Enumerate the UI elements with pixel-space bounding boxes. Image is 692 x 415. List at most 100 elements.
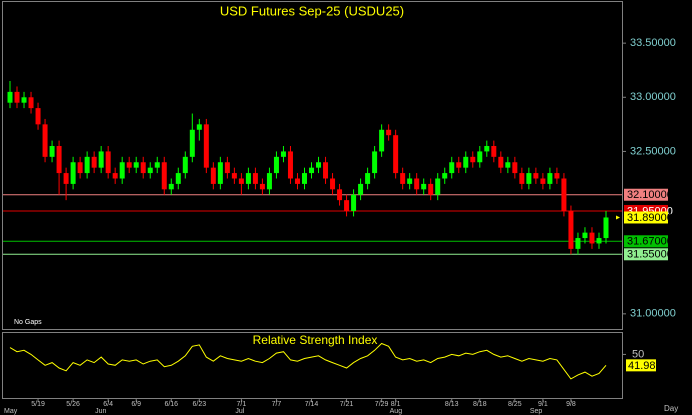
candle-body bbox=[519, 173, 525, 184]
level-label: 32.10000 bbox=[627, 189, 673, 201]
level-label-box bbox=[624, 235, 668, 248]
level-label: 31.89000 bbox=[627, 212, 673, 224]
candle-body bbox=[358, 183, 364, 195]
candle-body bbox=[498, 156, 504, 168]
x-tick-label: 7/1 bbox=[237, 401, 247, 408]
candle-body bbox=[28, 97, 34, 109]
candle-body bbox=[140, 162, 146, 174]
candle-body bbox=[266, 173, 272, 190]
candle-body bbox=[372, 151, 378, 174]
candle-body bbox=[301, 173, 307, 184]
candle-body bbox=[351, 194, 357, 211]
candle-body bbox=[175, 173, 181, 184]
candle-body bbox=[505, 162, 511, 168]
candle-body bbox=[231, 173, 237, 179]
candle-body bbox=[98, 151, 104, 168]
x-tick-label: 6/4 bbox=[103, 401, 113, 408]
candle-body bbox=[526, 173, 532, 184]
candle-body bbox=[435, 178, 441, 195]
candle-body bbox=[316, 162, 322, 168]
candle-body bbox=[393, 135, 399, 174]
candle-body bbox=[126, 162, 132, 168]
candle-body bbox=[91, 156, 97, 168]
candle-body bbox=[603, 217, 609, 239]
rsi-title: Relative Strength Index bbox=[253, 333, 378, 347]
rsi-value-label: 41.98 bbox=[628, 360, 656, 372]
candle-body bbox=[484, 146, 490, 152]
candle-body bbox=[407, 178, 413, 184]
candle-body bbox=[379, 129, 385, 152]
candle-body bbox=[554, 173, 560, 179]
candle-body bbox=[540, 178, 546, 184]
candle-body bbox=[456, 162, 462, 168]
month-label: Jul bbox=[235, 408, 244, 415]
candle-body bbox=[259, 183, 265, 190]
rsi-value-box bbox=[626, 359, 656, 372]
candle-body bbox=[49, 146, 55, 157]
candle-body bbox=[470, 156, 476, 163]
chart-title: USD Futures Sep-25 (USDU25) bbox=[220, 3, 404, 18]
candle-body bbox=[309, 167, 315, 174]
candle-body bbox=[189, 129, 195, 157]
candle-body bbox=[154, 162, 160, 168]
candle-body bbox=[63, 173, 69, 184]
candle-body bbox=[238, 178, 244, 184]
candle-body bbox=[84, 156, 90, 174]
x-tick-label: 8/25 bbox=[508, 401, 522, 408]
x-tick-label: 7/21 bbox=[340, 401, 354, 408]
x-tick-label: 8/1 bbox=[391, 401, 401, 408]
candle-body bbox=[561, 178, 567, 211]
candle-body bbox=[400, 173, 406, 184]
level-label-box bbox=[624, 188, 668, 201]
y-tick-label: 33.50000 bbox=[630, 37, 676, 49]
x-tick-label: 7/29 bbox=[375, 401, 389, 408]
candle-body bbox=[168, 183, 174, 190]
month-label: Jun bbox=[95, 408, 106, 415]
x-tick-label: 8/18 bbox=[473, 401, 487, 408]
x-tick-label: 7/14 bbox=[305, 401, 319, 408]
candle-body bbox=[589, 232, 595, 244]
candle-body bbox=[421, 183, 427, 190]
candle-body bbox=[273, 156, 279, 174]
candle-body bbox=[294, 178, 300, 184]
candle-body bbox=[365, 173, 371, 184]
rsi-panel bbox=[2, 332, 623, 399]
candle-body bbox=[477, 151, 483, 163]
candle-body bbox=[112, 173, 118, 179]
candle-body bbox=[224, 162, 230, 174]
x-tick-label: 9/1 bbox=[538, 401, 548, 408]
candle-body bbox=[161, 162, 167, 190]
x-tick-label: 5/26 bbox=[66, 401, 80, 408]
y-tick-label: 33.00000 bbox=[630, 91, 676, 103]
candle-body bbox=[119, 162, 125, 179]
month-label: Aug bbox=[390, 408, 403, 415]
candle-body bbox=[337, 189, 343, 201]
candle-body bbox=[147, 167, 153, 174]
candle-body bbox=[596, 238, 602, 244]
candle-body bbox=[386, 129, 392, 136]
candle-body bbox=[105, 151, 111, 174]
period-label: Day bbox=[664, 404, 678, 413]
candle-body bbox=[442, 173, 448, 179]
candle-body bbox=[203, 124, 209, 168]
level-label-box bbox=[624, 248, 668, 261]
candle-body bbox=[287, 151, 293, 179]
candle-body bbox=[280, 151, 286, 157]
candle-body bbox=[7, 91, 13, 103]
candle-body bbox=[344, 200, 350, 211]
candle-body bbox=[245, 173, 251, 184]
candle-body bbox=[491, 146, 497, 157]
y-tick-label: 31.00000 bbox=[630, 308, 676, 320]
x-tick-label: 8/13 bbox=[445, 401, 459, 408]
level-label-box bbox=[624, 211, 668, 224]
candle-body bbox=[182, 156, 188, 174]
x-tick-label: 6/23 bbox=[193, 401, 207, 408]
candle-body bbox=[582, 232, 588, 239]
x-tick-label: 6/9 bbox=[131, 401, 141, 408]
candle-body bbox=[533, 173, 539, 179]
candle-body bbox=[217, 162, 223, 184]
candle-body bbox=[547, 173, 553, 184]
candle-body bbox=[35, 108, 41, 125]
main-panel bbox=[2, 1, 623, 330]
